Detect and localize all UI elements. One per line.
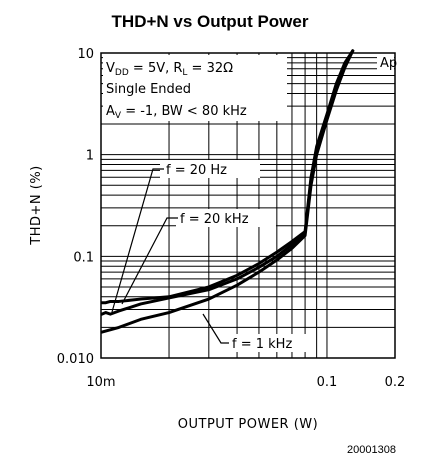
ap-watermark-background <box>377 54 394 72</box>
ap-watermark-text: Ap <box>380 56 397 71</box>
annotation-f-20hz: f = 20 Hz <box>160 160 260 178</box>
series-layer <box>100 49 355 334</box>
y-tick-label: 1 <box>86 149 94 164</box>
annotation-leaders <box>111 168 229 344</box>
annotation-f-1khz: f = 1 kHz <box>224 334 308 352</box>
x-tick-label: 10m <box>86 375 115 390</box>
condition-mode: Single Ended <box>106 82 191 97</box>
chart-title: THD+N vs Output Power <box>112 12 309 31</box>
x-tick-label: 0.1 <box>317 375 338 390</box>
tick-labels: 10m 0.1 0.2 10 1 0.1 0.010 <box>57 47 406 390</box>
conditions-box-background <box>103 55 287 121</box>
x-axis-label: OUTPUT POWER (W) <box>178 417 318 432</box>
x-tick-label: 0.2 <box>385 375 406 390</box>
y-tick-label: 0.1 <box>73 250 94 265</box>
annotation-f-20khz-background <box>176 209 276 227</box>
condition-gain-bandwidth: AV = -1, BW < 80 kHz <box>106 104 247 121</box>
ap-watermark: Ap <box>377 54 397 72</box>
annotation-f-20hz-label: f = 20 Hz <box>166 163 227 178</box>
annotation-f-20khz-label: f = 20 kHz <box>180 212 249 227</box>
annotation-f-20hz-background <box>160 160 260 178</box>
figure-id: 20001308 <box>347 444 396 456</box>
conditions-box: VDD = 5V, RL = 32Ω Single Ended AV = -1,… <box>103 55 287 121</box>
leader-f-20hz <box>111 168 164 313</box>
condition-supply: VDD = 5V, RL = 32Ω <box>106 61 233 78</box>
annotation-f-1khz-label: f = 1 kHz <box>232 337 292 352</box>
leader-f-1khz <box>202 313 229 344</box>
y-tick-label: 10 <box>77 47 94 62</box>
plot-frame <box>100 52 396 359</box>
annotation-f-1khz-background <box>224 334 308 352</box>
y-axis-label: THD+N (%) <box>29 165 44 245</box>
series-line-f-1-khz <box>100 49 355 334</box>
leader-f-20khz <box>121 217 178 305</box>
y-tick-label: 0.010 <box>57 352 94 367</box>
annotation-f-20khz: f = 20 kHz <box>176 209 276 227</box>
